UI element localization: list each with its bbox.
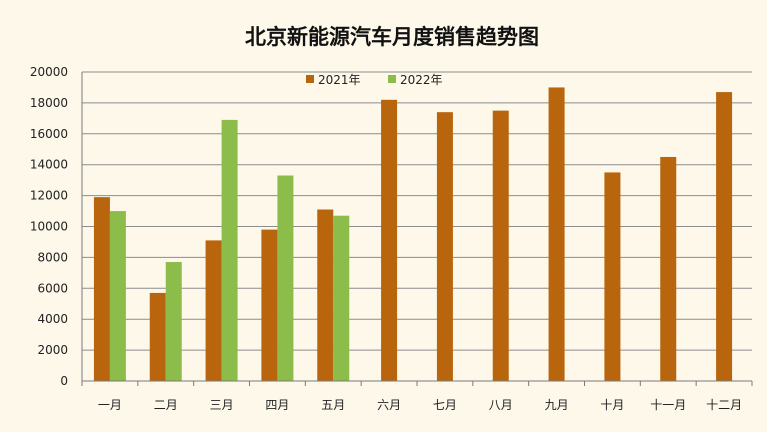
bar-2021 — [548, 87, 565, 381]
x-tick-label: 七月 — [433, 398, 457, 412]
gridlines — [81, 71, 752, 382]
bar-2021 — [716, 92, 733, 382]
y-tick-label: 10000 — [30, 220, 68, 234]
x-axis — [81, 380, 753, 386]
y-tick-label: 14000 — [30, 158, 68, 172]
legend: 2021年 2022年 — [306, 73, 443, 87]
y-tick-label: 2000 — [37, 343, 68, 357]
bar-2022 — [221, 119, 238, 382]
bar-2021 — [317, 209, 334, 381]
legend-swatch — [388, 75, 396, 83]
bar-2021 — [660, 156, 677, 381]
legend-label: 2022年 — [400, 73, 443, 87]
x-tick-label: 十二月 — [706, 398, 742, 412]
y-axis-tick-labels: 0 2000 4000 6000 8000 10000 12000 14000 16000 180… — [30, 65, 68, 388]
bar-2022 — [277, 175, 294, 381]
y-tick-label: 18000 — [30, 96, 68, 110]
y-tick-label: 0 — [60, 374, 68, 388]
x-tick-label: 八月 — [489, 398, 513, 412]
x-tick-label: 六月 — [377, 398, 401, 412]
bar-2021 — [381, 99, 398, 381]
bar-2021 — [604, 172, 621, 381]
chart-title: 北京新能源汽车月度销售趋势图 — [245, 25, 539, 49]
x-tick-label: 五月 — [321, 398, 345, 412]
legend-label: 2021年 — [318, 73, 361, 87]
x-tick-label: 二月 — [154, 398, 178, 412]
bar-2021 — [93, 197, 110, 381]
bar-2022 — [165, 262, 182, 381]
y-tick-label: 16000 — [30, 127, 68, 141]
bar-2021 — [436, 112, 453, 382]
y-tick-label: 20000 — [30, 65, 68, 79]
x-tick-label: 十一月 — [650, 398, 686, 412]
y-tick-label: 4000 — [37, 312, 68, 326]
bar-2021 — [261, 229, 278, 381]
x-axis-tick-labels: 一月 二月 三月 四月 五月 六月 七月 八月 九月 十月 十一月 十二月 — [98, 398, 742, 412]
bar-2021 — [149, 292, 166, 381]
bar-2021 — [205, 240, 222, 381]
y-tick-label: 8000 — [37, 250, 68, 264]
x-tick-label: 四月 — [265, 398, 289, 412]
legend-swatch — [306, 75, 314, 83]
bar-2021 — [492, 110, 509, 381]
x-tick-label: 十月 — [600, 398, 624, 412]
bars — [93, 87, 733, 382]
x-tick-label: 一月 — [98, 398, 122, 412]
y-tick-label: 12000 — [30, 189, 68, 203]
bar-2022 — [333, 215, 350, 381]
x-tick-label: 九月 — [545, 398, 569, 412]
x-tick-label: 三月 — [210, 398, 234, 412]
y-tick-label: 6000 — [37, 281, 68, 295]
bar-2022 — [109, 211, 126, 381]
